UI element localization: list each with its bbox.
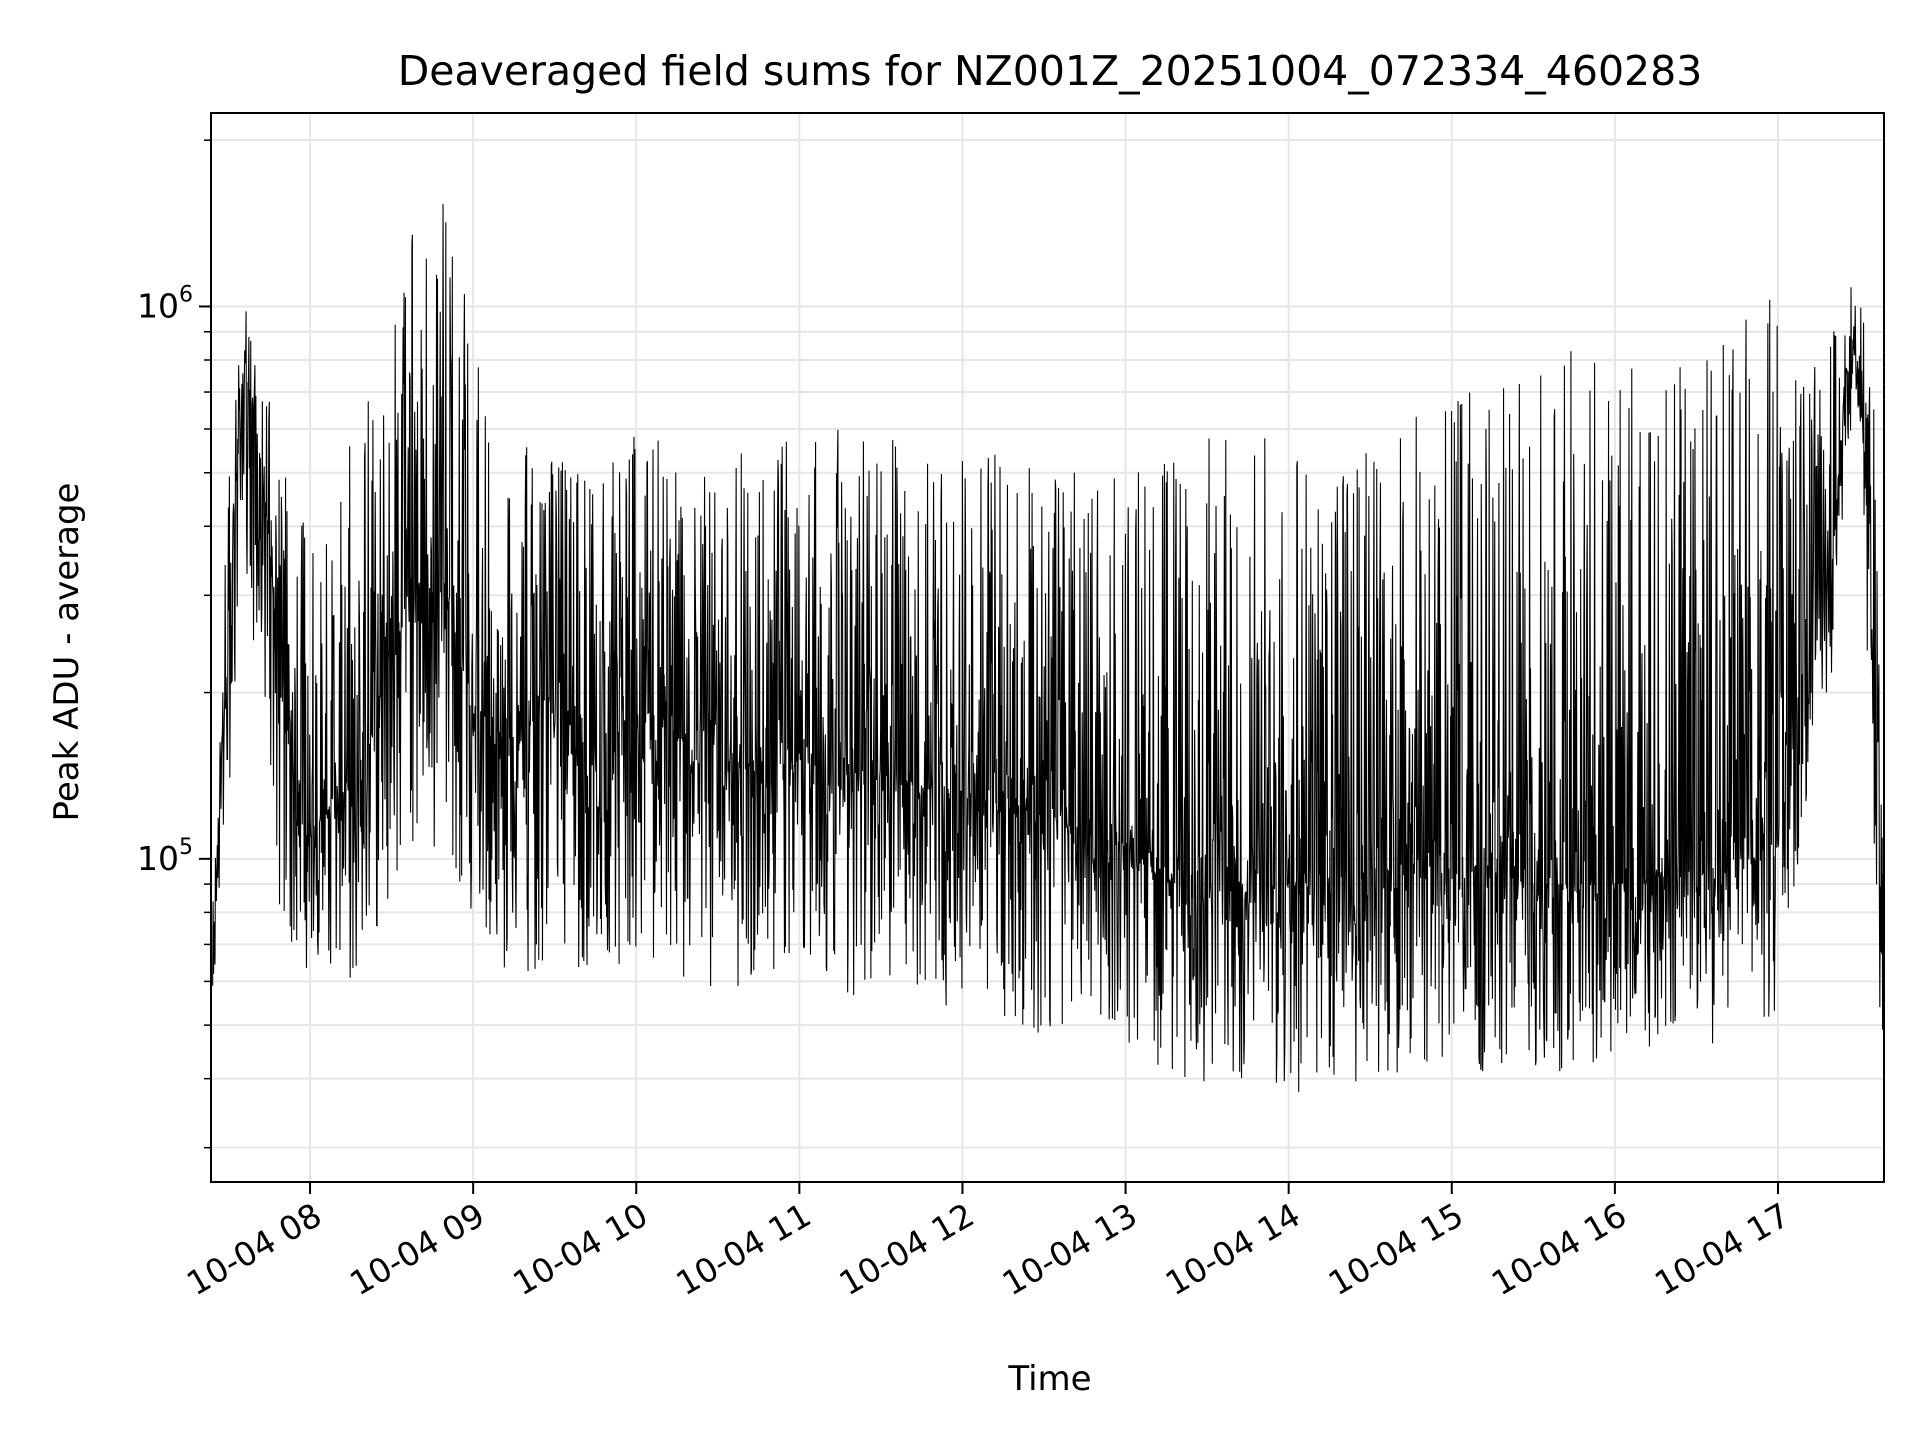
x-tick-label: 10-04 16 xyxy=(1485,1195,1633,1303)
x-tick-label: 10-04 11 xyxy=(669,1195,817,1303)
y-tick-base: 10 xyxy=(137,286,179,325)
x-axis: 10-04 08 10-04 09 10-04 10 10-04 11 10-04 12… xyxy=(180,1182,1796,1303)
plot-area-frame xyxy=(210,112,1885,1183)
series-polyline xyxy=(211,203,1885,1092)
y-tick-label: 106 xyxy=(137,282,193,325)
y-tick-exponent: 6 xyxy=(179,282,193,307)
chart-title: Deaveraged field sums for NZ001Z_2025100… xyxy=(398,47,1703,95)
y-tick-exponent: 5 xyxy=(179,835,193,860)
y-axis-title: Peak ADU - average xyxy=(47,483,87,822)
x-tick-label: 10-04 15 xyxy=(1322,1195,1470,1303)
series-line xyxy=(211,203,1885,1092)
x-tick-label: 10-04 14 xyxy=(1159,1195,1307,1303)
y-tick-base: 10 xyxy=(137,839,179,878)
x-tick-label: 10-04 10 xyxy=(506,1195,654,1303)
x-axis-title: Time xyxy=(1007,1359,1091,1399)
x-tick-label: 10-04 13 xyxy=(996,1195,1144,1303)
x-tick-label: 10-04 17 xyxy=(1648,1195,1796,1303)
y-tick-label: 105 xyxy=(137,835,193,878)
x-tick-label: 10-04 09 xyxy=(343,1195,491,1303)
x-tick-label: 10-04 08 xyxy=(180,1195,328,1303)
x-tick-label: 10-04 12 xyxy=(833,1195,981,1303)
